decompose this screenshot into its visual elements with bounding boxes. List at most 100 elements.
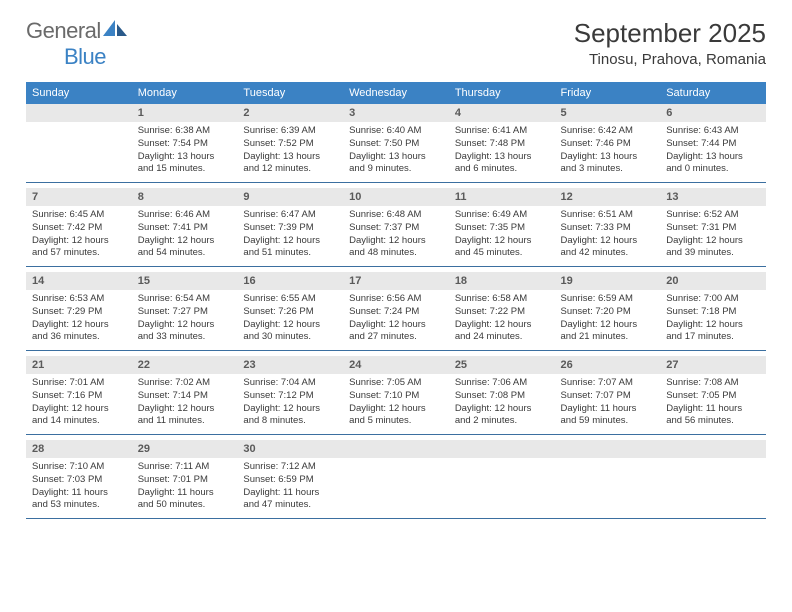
title-block: September 2025 Tinosu, Prahova, Romania xyxy=(574,18,766,68)
logo-sail-icon xyxy=(101,18,129,38)
day-cell: 29Sunrise: 7:11 AMSunset: 7:01 PMDayligh… xyxy=(132,440,238,524)
day-content: Sunrise: 7:04 AMSunset: 7:12 PMDaylight:… xyxy=(237,374,343,435)
day-number: 6 xyxy=(660,104,766,122)
day-cell-empty xyxy=(449,440,555,524)
day-cell: 27Sunrise: 7:08 AMSunset: 7:05 PMDayligh… xyxy=(660,356,766,440)
day-number: 29 xyxy=(132,440,238,458)
day-content: Sunrise: 6:58 AMSunset: 7:22 PMDaylight:… xyxy=(449,290,555,351)
weekday-header: Tuesday xyxy=(237,82,343,104)
day-number: 3 xyxy=(343,104,449,122)
day-number: 5 xyxy=(555,104,661,122)
day-content xyxy=(449,458,555,519)
weekday-header: Friday xyxy=(555,82,661,104)
day-cell: 2Sunrise: 6:39 AMSunset: 7:52 PMDaylight… xyxy=(237,104,343,188)
day-content: Sunrise: 6:53 AMSunset: 7:29 PMDaylight:… xyxy=(26,290,132,351)
day-content: Sunrise: 6:55 AMSunset: 7:26 PMDaylight:… xyxy=(237,290,343,351)
day-cell: 13Sunrise: 6:52 AMSunset: 7:31 PMDayligh… xyxy=(660,188,766,272)
day-cell-empty xyxy=(555,440,661,524)
day-content: Sunrise: 6:52 AMSunset: 7:31 PMDaylight:… xyxy=(660,206,766,267)
day-content: Sunrise: 7:00 AMSunset: 7:18 PMDaylight:… xyxy=(660,290,766,351)
day-cell: 7Sunrise: 6:45 AMSunset: 7:42 PMDaylight… xyxy=(26,188,132,272)
calendar-table: SundayMondayTuesdayWednesdayThursdayFrid… xyxy=(26,82,766,524)
day-cell: 28Sunrise: 7:10 AMSunset: 7:03 PMDayligh… xyxy=(26,440,132,524)
day-number xyxy=(343,440,449,458)
day-cell: 15Sunrise: 6:54 AMSunset: 7:27 PMDayligh… xyxy=(132,272,238,356)
month-title: September 2025 xyxy=(574,18,766,49)
day-content: Sunrise: 6:38 AMSunset: 7:54 PMDaylight:… xyxy=(132,122,238,183)
day-cell: 6Sunrise: 6:43 AMSunset: 7:44 PMDaylight… xyxy=(660,104,766,188)
day-cell: 4Sunrise: 6:41 AMSunset: 7:48 PMDaylight… xyxy=(449,104,555,188)
day-cell: 26Sunrise: 7:07 AMSunset: 7:07 PMDayligh… xyxy=(555,356,661,440)
day-number: 30 xyxy=(237,440,343,458)
day-content: Sunrise: 6:54 AMSunset: 7:27 PMDaylight:… xyxy=(132,290,238,351)
day-number: 26 xyxy=(555,356,661,374)
day-cell: 8Sunrise: 6:46 AMSunset: 7:41 PMDaylight… xyxy=(132,188,238,272)
day-cell: 16Sunrise: 6:55 AMSunset: 7:26 PMDayligh… xyxy=(237,272,343,356)
day-number: 18 xyxy=(449,272,555,290)
day-cell: 5Sunrise: 6:42 AMSunset: 7:46 PMDaylight… xyxy=(555,104,661,188)
day-cell: 19Sunrise: 6:59 AMSunset: 7:20 PMDayligh… xyxy=(555,272,661,356)
day-cell: 14Sunrise: 6:53 AMSunset: 7:29 PMDayligh… xyxy=(26,272,132,356)
day-content: Sunrise: 6:46 AMSunset: 7:41 PMDaylight:… xyxy=(132,206,238,267)
weekday-header: Thursday xyxy=(449,82,555,104)
day-content: Sunrise: 7:07 AMSunset: 7:07 PMDaylight:… xyxy=(555,374,661,435)
day-cell: 21Sunrise: 7:01 AMSunset: 7:16 PMDayligh… xyxy=(26,356,132,440)
day-number: 27 xyxy=(660,356,766,374)
location: Tinosu, Prahova, Romania xyxy=(574,51,766,68)
weekday-header-row: SundayMondayTuesdayWednesdayThursdayFrid… xyxy=(26,82,766,104)
day-cell: 20Sunrise: 7:00 AMSunset: 7:18 PMDayligh… xyxy=(660,272,766,356)
day-content: Sunrise: 7:06 AMSunset: 7:08 PMDaylight:… xyxy=(449,374,555,435)
day-content: Sunrise: 6:56 AMSunset: 7:24 PMDaylight:… xyxy=(343,290,449,351)
weekday-header: Monday xyxy=(132,82,238,104)
weekday-header: Wednesday xyxy=(343,82,449,104)
day-cell: 9Sunrise: 6:47 AMSunset: 7:39 PMDaylight… xyxy=(237,188,343,272)
day-content: Sunrise: 7:11 AMSunset: 7:01 PMDaylight:… xyxy=(132,458,238,519)
day-content: Sunrise: 6:49 AMSunset: 7:35 PMDaylight:… xyxy=(449,206,555,267)
calendar-row: 1Sunrise: 6:38 AMSunset: 7:54 PMDaylight… xyxy=(26,104,766,188)
day-cell: 12Sunrise: 6:51 AMSunset: 7:33 PMDayligh… xyxy=(555,188,661,272)
day-content: Sunrise: 6:39 AMSunset: 7:52 PMDaylight:… xyxy=(237,122,343,183)
day-cell: 23Sunrise: 7:04 AMSunset: 7:12 PMDayligh… xyxy=(237,356,343,440)
day-content: Sunrise: 7:02 AMSunset: 7:14 PMDaylight:… xyxy=(132,374,238,435)
day-number: 8 xyxy=(132,188,238,206)
header: General Blue September 2025 Tinosu, Prah… xyxy=(26,18,766,70)
day-cell: 25Sunrise: 7:06 AMSunset: 7:08 PMDayligh… xyxy=(449,356,555,440)
day-cell: 30Sunrise: 7:12 AMSunset: 6:59 PMDayligh… xyxy=(237,440,343,524)
day-content: Sunrise: 7:01 AMSunset: 7:16 PMDaylight:… xyxy=(26,374,132,435)
day-content: Sunrise: 6:43 AMSunset: 7:44 PMDaylight:… xyxy=(660,122,766,183)
day-cell: 24Sunrise: 7:05 AMSunset: 7:10 PMDayligh… xyxy=(343,356,449,440)
day-number: 7 xyxy=(26,188,132,206)
day-number: 23 xyxy=(237,356,343,374)
day-content: Sunrise: 6:41 AMSunset: 7:48 PMDaylight:… xyxy=(449,122,555,183)
calendar-row: 28Sunrise: 7:10 AMSunset: 7:03 PMDayligh… xyxy=(26,440,766,524)
day-cell: 1Sunrise: 6:38 AMSunset: 7:54 PMDaylight… xyxy=(132,104,238,188)
day-number xyxy=(555,440,661,458)
day-content xyxy=(660,458,766,519)
day-number: 4 xyxy=(449,104,555,122)
day-number: 13 xyxy=(660,188,766,206)
day-content: Sunrise: 6:42 AMSunset: 7:46 PMDaylight:… xyxy=(555,122,661,183)
day-content: Sunrise: 7:12 AMSunset: 6:59 PMDaylight:… xyxy=(237,458,343,519)
logo-text: General Blue xyxy=(26,18,129,70)
day-content: Sunrise: 6:40 AMSunset: 7:50 PMDaylight:… xyxy=(343,122,449,183)
day-number: 28 xyxy=(26,440,132,458)
calendar-row: 7Sunrise: 6:45 AMSunset: 7:42 PMDaylight… xyxy=(26,188,766,272)
day-cell: 18Sunrise: 6:58 AMSunset: 7:22 PMDayligh… xyxy=(449,272,555,356)
day-number: 15 xyxy=(132,272,238,290)
day-number: 25 xyxy=(449,356,555,374)
day-number: 12 xyxy=(555,188,661,206)
day-cell-empty xyxy=(26,104,132,188)
day-number: 17 xyxy=(343,272,449,290)
day-content: Sunrise: 6:51 AMSunset: 7:33 PMDaylight:… xyxy=(555,206,661,267)
logo-text-general: General xyxy=(26,18,101,43)
day-number: 16 xyxy=(237,272,343,290)
logo: General Blue xyxy=(26,18,129,70)
calendar-row: 21Sunrise: 7:01 AMSunset: 7:16 PMDayligh… xyxy=(26,356,766,440)
day-cell: 11Sunrise: 6:49 AMSunset: 7:35 PMDayligh… xyxy=(449,188,555,272)
day-number: 21 xyxy=(26,356,132,374)
day-cell-empty xyxy=(660,440,766,524)
day-number: 1 xyxy=(132,104,238,122)
calendar-row: 14Sunrise: 6:53 AMSunset: 7:29 PMDayligh… xyxy=(26,272,766,356)
day-number: 11 xyxy=(449,188,555,206)
day-number: 2 xyxy=(237,104,343,122)
